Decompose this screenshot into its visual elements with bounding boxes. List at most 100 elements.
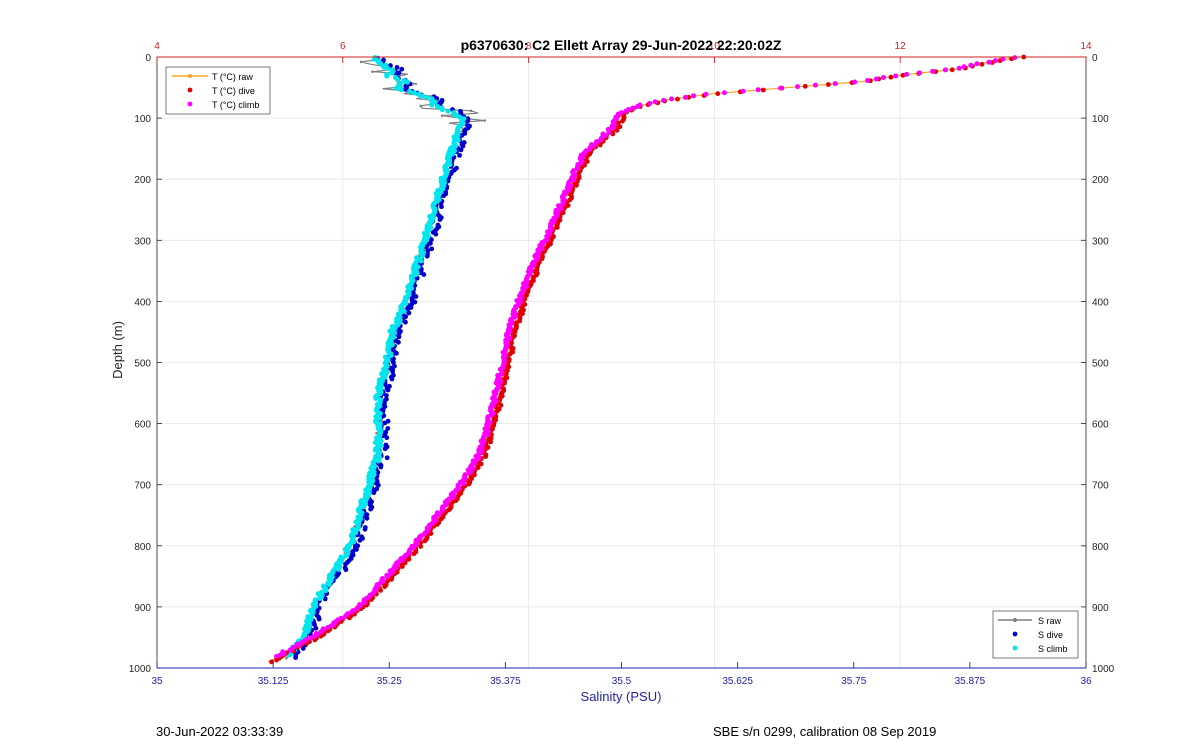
x-bottom-tick-label: 35.75: [841, 676, 866, 687]
salinity-dive-point: [384, 455, 390, 461]
salinity-dive-point: [424, 253, 430, 259]
x-bottom-tick-label: 35.25: [377, 676, 402, 687]
y-tick-label-right: 300: [1092, 236, 1109, 247]
temperature-dive-point: [825, 82, 831, 87]
temperature-dive-point: [888, 74, 894, 80]
salinity-dive-point: [392, 363, 397, 369]
salinity-climb-point: [388, 352, 394, 359]
temperature-climb-point: [881, 74, 887, 80]
temperature-climb-point: [307, 635, 313, 641]
temperature-dive-point: [453, 498, 459, 503]
salinity-dive-point: [394, 350, 399, 356]
salinity-dive-point: [382, 404, 388, 409]
salinity-dive-point: [399, 66, 405, 72]
salinity-climb-point: [385, 65, 391, 71]
salinity-dive-point: [394, 64, 400, 70]
temperature-climb-point: [342, 614, 348, 620]
salinity-dive-point: [343, 567, 349, 573]
salinity-climb-point: [429, 102, 435, 108]
temperature-climb-point: [417, 536, 423, 542]
salinity-climb-point: [404, 79, 410, 85]
legend-item-t-dive: T (°C) dive: [212, 86, 255, 96]
salinity-dive-point: [448, 171, 454, 177]
salinity-dive-point: [357, 537, 363, 543]
footer-calibration: SBE s/n 0299, calibration 08 Sep 2019: [713, 724, 937, 739]
temperature-climb-point: [703, 91, 709, 97]
salinity-climb-point: [424, 94, 430, 100]
salinity-dive-point: [313, 625, 319, 631]
salinity-climb-point: [335, 566, 341, 572]
temperature-climb-point: [930, 68, 936, 74]
temperature-dive-point: [548, 237, 554, 243]
salinity-dive-point: [428, 237, 434, 243]
salinity-dive-point: [364, 515, 370, 521]
temperature-climb-point: [647, 100, 653, 106]
salinity-dive-point: [433, 231, 439, 237]
temperature-dive-point: [760, 87, 766, 93]
temperature-dive-point: [506, 364, 512, 370]
temperature-dive-point: [675, 96, 680, 102]
legend-temperature: T (°C) raw T (°C) dive T (°C) climb: [165, 66, 271, 115]
salinity-dive-point: [441, 193, 447, 199]
temperature-climb-point: [778, 85, 784, 91]
y-tick-label-right: 100: [1092, 114, 1109, 125]
salinity-dive-point: [403, 86, 409, 92]
salinity-climb-point: [393, 85, 400, 91]
temperature-climb-point: [740, 88, 746, 94]
temperature-climb-point: [986, 59, 992, 65]
salinity-dive-point: [384, 435, 390, 441]
temperature-dive-point: [483, 454, 489, 459]
salinity-climb-point: [375, 458, 381, 464]
x-top-tick-label: 6: [340, 41, 346, 52]
temperature-climb-point: [399, 557, 405, 563]
temperature-dive-point: [949, 67, 955, 73]
temperature-climb-point: [311, 634, 317, 640]
y-tick-label-right: 0: [1092, 53, 1098, 64]
salinity-climb-point: [394, 76, 400, 82]
salinity-dive-point: [425, 248, 431, 254]
temperature-climb-point: [852, 79, 858, 85]
x-bottom-tick-label: 35.125: [258, 676, 289, 687]
legend-item-s-dive: S dive: [1038, 630, 1063, 640]
salinity-dive-point: [368, 506, 374, 512]
salinity-climb-point: [407, 88, 413, 94]
y-tick-label-left: 300: [134, 236, 151, 247]
salinity-climb-point: [373, 395, 379, 401]
x-bottom-tick-label: 35.5: [612, 676, 632, 687]
salinity-climb-point: [439, 106, 445, 113]
salinity-dive-point: [396, 339, 401, 345]
temperature-climb-point: [325, 624, 331, 630]
salinity-dive-point: [382, 446, 388, 452]
salinity-raw-point: [285, 656, 288, 660]
temperature-dive-point: [422, 538, 428, 544]
salinity-climb-point: [445, 108, 451, 114]
x-bottom-tick-label: 35.875: [955, 676, 986, 687]
y-tick-label-left: 1000: [129, 664, 152, 675]
temperature-dive-point: [610, 131, 616, 137]
temperature-climb-point: [1012, 55, 1018, 61]
y-tick-label-right: 900: [1092, 603, 1109, 614]
temperature-climb-point: [349, 609, 355, 615]
temperature-dive-point: [522, 302, 528, 307]
temperature-dive-point: [620, 118, 625, 124]
salinity-dive-point: [403, 319, 408, 325]
temperature-climb-point: [571, 177, 577, 183]
temperature-dive-point: [979, 61, 985, 67]
temperature-dive-point: [617, 124, 623, 130]
salinity-dive-point: [383, 393, 389, 398]
temperature-climb-point: [575, 166, 581, 172]
salinity-dive-point: [350, 548, 356, 554]
grid-lines: [156, 56, 1087, 669]
temperature-raw-line: [267, 56, 1021, 663]
temperature-climb-point: [974, 61, 980, 67]
temperature-climb-point: [296, 643, 302, 649]
temperature-climb-point: [755, 87, 761, 93]
salinity-climb-point: [447, 161, 453, 168]
salinity-dive-point: [413, 294, 419, 299]
temperature-dive-point: [597, 142, 603, 148]
salinity-dive-point: [439, 204, 444, 210]
x-bottom-tick-label: 36: [1080, 676, 1092, 687]
y-tick-label-left: 100: [134, 114, 151, 125]
temperature-climb-point: [623, 108, 629, 114]
temperature-climb-point: [287, 647, 293, 653]
